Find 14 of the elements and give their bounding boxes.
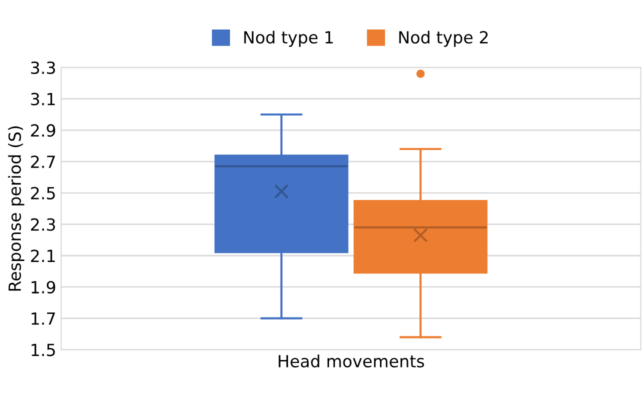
y-tick-label: 2.3 xyxy=(31,218,55,231)
y-axis-title: Response period (S) xyxy=(8,126,24,291)
y-tick-label: 1.7 xyxy=(32,312,55,325)
y-tick-label: 3.1 xyxy=(31,92,55,106)
y-tick-label: 2.5 xyxy=(31,186,55,200)
y-tick-label: 1.9 xyxy=(32,280,56,294)
x-tick-label: Head movements xyxy=(278,354,424,368)
y-tick-label: 2.9 xyxy=(31,124,56,137)
y-tick-label: 3.3 xyxy=(31,61,55,74)
legend-label: Nod type 1 xyxy=(244,30,333,47)
y-tick-label: 1.5 xyxy=(32,344,55,356)
legend-label: Nod type 2 xyxy=(399,30,488,47)
y-tick-label: 2.7 xyxy=(31,156,55,168)
y-tick-label: 2.1 xyxy=(31,250,55,262)
